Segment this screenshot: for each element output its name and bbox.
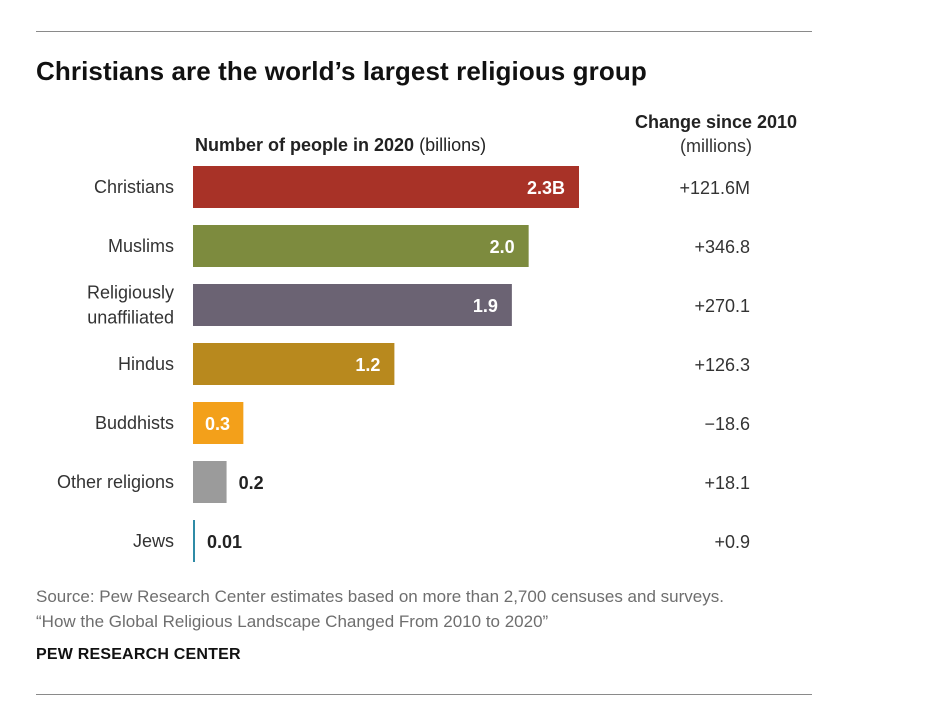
column-header-change-unit: (millions): [680, 136, 752, 156]
category-label-line-0-0: Christians: [94, 177, 174, 197]
column-header-population-label: Number of people in 2020: [195, 135, 415, 155]
bar-0: [193, 166, 579, 208]
category-label-line-2-1: unaffiliated: [87, 308, 174, 328]
change-value-1: +346.8: [694, 237, 750, 257]
category-label-3: Hindus: [118, 354, 174, 374]
bar-4: [193, 402, 244, 444]
column-header-change-label: Change since 2010: [634, 112, 798, 132]
bottom-rule: [36, 694, 812, 695]
value-label-6: 0.01: [207, 532, 242, 552]
change-value-3: +126.3: [694, 355, 750, 375]
value-label-3: 1.2: [355, 355, 380, 375]
value-label-4: 0.3: [205, 414, 230, 434]
value-label-2: 1.9: [473, 296, 498, 316]
change-value-4: −18.6: [704, 414, 750, 434]
change-value-6: +0.9: [714, 532, 750, 552]
value-label-1: 2.0: [490, 237, 515, 257]
bar-3: [193, 343, 395, 385]
column-header-population: Number of people in 2020 (billions): [195, 135, 486, 156]
source-line-2: “How the Global Religious Landscape Chan…: [36, 612, 549, 631]
bar-1: [193, 225, 529, 267]
category-label-1: Muslims: [108, 236, 174, 256]
category-label-line-4-0: Buddhists: [95, 413, 174, 433]
category-label-5: Other religions: [57, 472, 174, 492]
bar-6: [193, 520, 195, 562]
category-label-2: Religiously unaffiliated: [87, 283, 174, 328]
source-note: Source: Pew Research Center estimates ba…: [36, 584, 724, 634]
change-value-5: +18.1: [704, 473, 750, 493]
category-label-4: Buddhists: [95, 413, 174, 433]
category-label-0: Christians: [94, 177, 174, 197]
source-line-1: Source: Pew Research Center estimates ba…: [36, 587, 724, 606]
category-label-6: Jews: [133, 531, 174, 551]
category-label-line-2-0: Religiously: [87, 283, 174, 303]
category-label-line-5-0: Other religions: [57, 472, 174, 492]
change-value-0: +121.6M: [679, 178, 750, 198]
column-header-change: Change since 2010 (millions): [610, 110, 822, 158]
bar-chart: Christians 2.3B +121.6M Muslims 2.0 +346.8 Rel…: [57, 166, 750, 562]
change-value-2: +270.1: [694, 296, 750, 316]
category-label-line-3-0: Hindus: [118, 354, 174, 374]
top-rule: [36, 31, 812, 32]
value-label-5: 0.2: [239, 473, 264, 493]
category-label-line-1-0: Muslims: [108, 236, 174, 256]
chart-title: Christians are the world’s largest relig…: [36, 56, 647, 86]
bar-5: [193, 461, 227, 503]
column-header-population-unit: (billions): [419, 135, 487, 155]
bar-2: [193, 284, 512, 326]
category-label-line-6-0: Jews: [133, 531, 174, 551]
brand-name: PEW RESEARCH CENTER: [36, 646, 241, 663]
value-label-0: 2.3B: [527, 178, 565, 198]
